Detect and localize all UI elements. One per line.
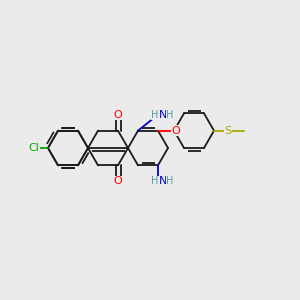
Text: S: S (224, 126, 232, 136)
Text: O: O (114, 110, 122, 120)
Text: N: N (159, 110, 167, 120)
Text: H: H (151, 176, 159, 186)
Text: H: H (166, 176, 174, 186)
Text: O: O (172, 126, 180, 136)
Text: O: O (114, 176, 122, 186)
Text: N: N (159, 176, 167, 186)
Text: H: H (151, 110, 159, 120)
Text: H: H (166, 110, 174, 120)
Text: Cl: Cl (28, 143, 39, 153)
